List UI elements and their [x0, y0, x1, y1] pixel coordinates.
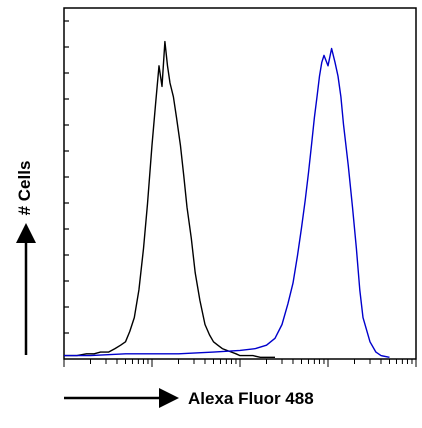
y-axis-label: # Cells [15, 161, 34, 216]
x-axis-ticks [63, 359, 417, 367]
series-layer [64, 40, 390, 358]
series-line-2 [64, 47, 390, 358]
series-line-1 [64, 40, 275, 358]
y-axis-ticks [64, 20, 69, 334]
x-axis-label: Alexa Fluor 488 [188, 389, 314, 408]
plot-frame [63, 7, 417, 360]
